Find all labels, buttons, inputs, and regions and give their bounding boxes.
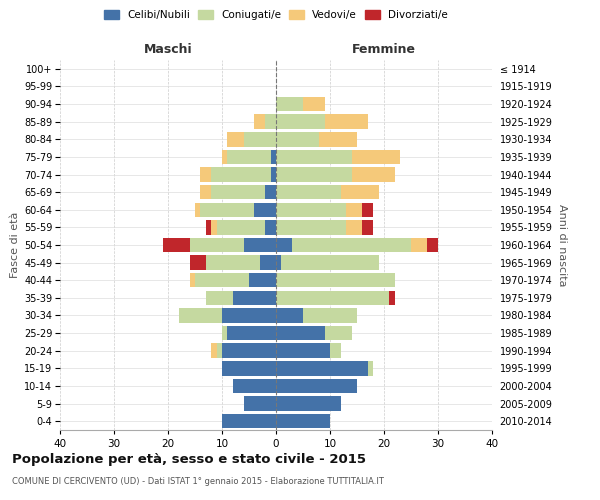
Bar [276,361,368,376]
Bar [190,238,244,252]
Bar [227,150,271,164]
Bar [411,238,427,252]
Bar [211,344,217,358]
Bar [276,396,341,411]
Bar [276,185,341,200]
Bar [179,308,222,322]
Bar [276,202,346,217]
Bar [260,256,276,270]
Bar [352,150,400,164]
Bar [319,132,357,146]
Bar [200,168,211,181]
Text: Popolazione per età, sesso e stato civile - 2015: Popolazione per età, sesso e stato civil… [12,452,366,466]
Bar [244,132,276,146]
Bar [276,168,352,181]
Bar [389,290,395,305]
Bar [222,308,276,322]
Text: Maschi: Maschi [143,44,193,57]
Bar [211,220,217,234]
Bar [276,238,292,252]
Bar [276,344,330,358]
Bar [271,168,276,181]
Bar [200,202,254,217]
Bar [222,361,276,376]
Bar [195,202,200,217]
Y-axis label: Fasce di età: Fasce di età [10,212,20,278]
Bar [217,220,265,234]
Legend: Celibi/Nubili, Coniugati/e, Vedovi/e, Divorziati/e: Celibi/Nubili, Coniugati/e, Vedovi/e, Di… [102,8,450,22]
Bar [249,273,276,287]
Bar [325,114,368,129]
Bar [276,273,395,287]
Text: Femmine: Femmine [352,44,416,57]
Bar [276,97,303,112]
Bar [222,414,276,428]
Bar [292,238,411,252]
Bar [206,256,260,270]
Bar [200,185,211,200]
Bar [227,132,244,146]
Text: COMUNE DI CERCIVENTO (UD) - Dati ISTAT 1° gennaio 2015 - Elaborazione TUTTITALIA: COMUNE DI CERCIVENTO (UD) - Dati ISTAT 1… [12,478,384,486]
Bar [217,344,222,358]
Bar [276,378,357,393]
Bar [163,238,190,252]
Bar [254,202,276,217]
Bar [276,414,330,428]
Bar [346,202,362,217]
Bar [222,326,227,340]
Bar [195,273,249,287]
Bar [352,168,395,181]
Bar [276,326,325,340]
Bar [368,361,373,376]
Bar [233,290,276,305]
Bar [265,114,276,129]
Bar [222,150,227,164]
Y-axis label: Anni di nascita: Anni di nascita [557,204,566,286]
Bar [190,256,206,270]
Bar [222,344,276,358]
Bar [276,256,281,270]
Bar [276,308,303,322]
Bar [244,396,276,411]
Bar [244,238,276,252]
Bar [276,220,346,234]
Bar [265,220,276,234]
Bar [276,132,319,146]
Bar [276,150,352,164]
Bar [227,326,276,340]
Bar [276,290,389,305]
Bar [265,185,276,200]
Bar [303,308,357,322]
Bar [281,256,379,270]
Bar [346,220,362,234]
Bar [206,290,233,305]
Bar [211,168,271,181]
Bar [206,220,211,234]
Bar [233,378,276,393]
Bar [271,150,276,164]
Bar [276,114,325,129]
Bar [303,97,325,112]
Bar [254,114,265,129]
Bar [190,273,195,287]
Bar [427,238,438,252]
Bar [211,185,265,200]
Bar [330,344,341,358]
Bar [362,202,373,217]
Bar [341,185,379,200]
Bar [362,220,373,234]
Bar [325,326,352,340]
